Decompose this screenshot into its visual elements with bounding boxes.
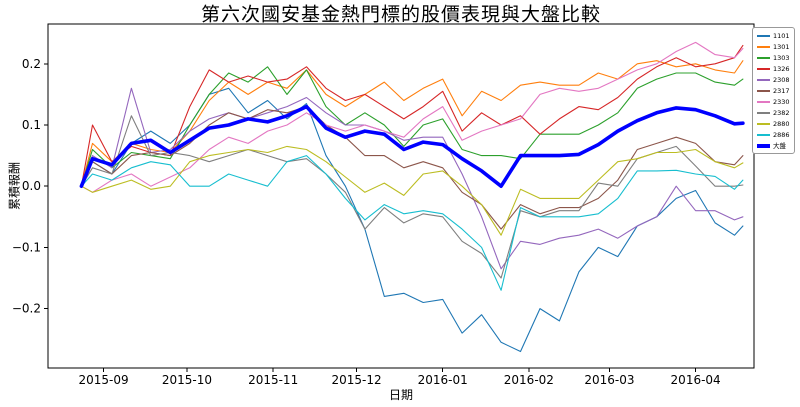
y-tick-label: −0.1 (12, 240, 41, 254)
y-tick-label: 0.0 (22, 179, 41, 193)
x-tick-label: 2015-12 (331, 373, 381, 387)
legend-label: 1301 (773, 43, 790, 51)
legend-item-1301: 1301 (757, 43, 790, 51)
legend-swatch (757, 46, 770, 48)
legend-item-2317: 2317 (757, 87, 790, 95)
legend-item-2382: 2382 (757, 109, 790, 117)
legend-swatch (757, 144, 770, 148)
legend-label: 2880 (773, 120, 790, 128)
legend-swatch (757, 101, 770, 103)
legend-swatch (757, 79, 770, 81)
series-line-大盤 (79, 104, 745, 188)
x-tick-label: 2015-11 (248, 373, 298, 387)
legend-item-1326: 1326 (757, 65, 790, 73)
x-tick-label: 2015-09 (79, 373, 129, 387)
legend-label: 2886 (773, 131, 790, 139)
chart-title: 第六次國安基金熱門標的股價表現與大盤比較 (200, 3, 602, 26)
series-line-1301 (80, 60, 744, 187)
legend-label: 大盤 (773, 142, 786, 150)
legend-label: 2330 (773, 98, 790, 106)
x-axis-label: 日期 (388, 388, 414, 402)
axis-spine (47, 23, 755, 369)
legend-item-2308: 2308 (757, 76, 790, 84)
series-line-2308 (80, 87, 744, 270)
series-line-1101 (80, 87, 744, 353)
legend-swatch (757, 35, 770, 37)
legend-swatch (757, 57, 770, 59)
legend-label: 1326 (773, 65, 790, 73)
legend-swatch (757, 123, 770, 125)
legend-label: 2308 (773, 76, 790, 84)
legend-item-1101: 1101 (757, 32, 790, 40)
series-line-1326 (80, 44, 744, 187)
y-tick-label: −0.2 (12, 302, 41, 316)
legend-label: 2317 (773, 87, 790, 95)
legend-swatch (757, 112, 770, 114)
x-tick-label: 2016-03 (584, 373, 634, 387)
legend-item-2886: 2886 (757, 131, 790, 139)
series-line-1303 (80, 66, 744, 187)
legend-label: 1303 (773, 54, 790, 62)
x-tick-label: 2016-04 (671, 373, 721, 387)
legend-label: 2382 (773, 109, 790, 117)
legend-item-2880: 2880 (757, 120, 790, 128)
series-line-2330 (80, 41, 744, 193)
series-line-2880 (80, 145, 744, 236)
legend-swatch (757, 68, 770, 70)
legend-swatch (757, 90, 770, 92)
legend-item-2330: 2330 (757, 98, 790, 106)
y-tick-label: 0.2 (22, 57, 41, 71)
series-line-2317 (80, 106, 744, 230)
y-tick-label: 0.1 (22, 118, 41, 132)
x-tick-label: 2015-10 (162, 373, 212, 387)
legend-item-大盤: 大盤 (757, 142, 790, 150)
x-tick-label: 2016-01 (418, 373, 468, 387)
series-line-2886 (80, 155, 744, 291)
x-tick-label: 2016-02 (504, 373, 554, 387)
legend: 1101 1301 1303 1326 2308 2317 2330 2382 2880 2886… (752, 27, 795, 154)
legend-item-1303: 1303 (757, 54, 790, 62)
legend-label: 1101 (773, 32, 790, 40)
legend-swatch (757, 134, 770, 136)
